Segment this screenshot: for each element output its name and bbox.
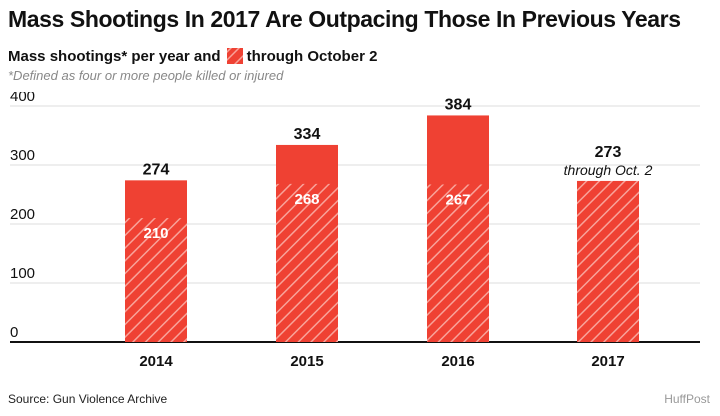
source-note: Source: Gun Violence Archive	[8, 392, 168, 406]
partial-label-2014: 210	[143, 225, 168, 242]
y-tick-label: 300	[10, 147, 35, 164]
bar-through-oct2-2016	[427, 184, 489, 342]
x-tick-label-2015: 2015	[290, 353, 323, 370]
partial-label-2015: 268	[294, 191, 319, 208]
annotation-through-oct2: through Oct. 2	[564, 162, 653, 178]
total-label-2016: 384	[445, 96, 472, 113]
total-label-2015: 334	[294, 126, 321, 143]
chart-subtitle: Mass shootings* per year and through Oct…	[8, 46, 377, 66]
total-label-2014: 274	[143, 161, 170, 178]
subtitle-prefix: Mass shootings* per year and	[8, 47, 221, 65]
y-tick-label: 0	[10, 324, 18, 341]
bar-through-oct2-2015	[276, 183, 338, 342]
chart-title: Mass Shootings In 2017 Are Outpacing Tho…	[8, 6, 681, 32]
y-tick-label: 100	[10, 265, 35, 282]
legend-hatch-swatch	[226, 48, 243, 64]
bar-through-oct2-2014	[125, 218, 187, 342]
bar-chart: 0 100 200 300 400 274 210 2014 334 268 2015 384 267 2…	[10, 92, 700, 370]
partial-label-2016: 267	[445, 191, 470, 208]
legend-label: through October 2	[246, 47, 378, 65]
x-tick-label-2017: 2017	[591, 353, 624, 370]
y-tick-label: 200	[10, 206, 35, 223]
brand-label: HuffPost	[664, 392, 710, 406]
x-tick-label-2014: 2014	[139, 353, 173, 370]
x-tick-label-2016: 2016	[441, 353, 474, 370]
definition-note: *Defined as four or more people killed o…	[8, 68, 284, 83]
bar-through-oct2-2017	[577, 180, 639, 342]
total-label-2017: 273	[595, 144, 622, 161]
y-tick-label: 400	[10, 92, 35, 105]
